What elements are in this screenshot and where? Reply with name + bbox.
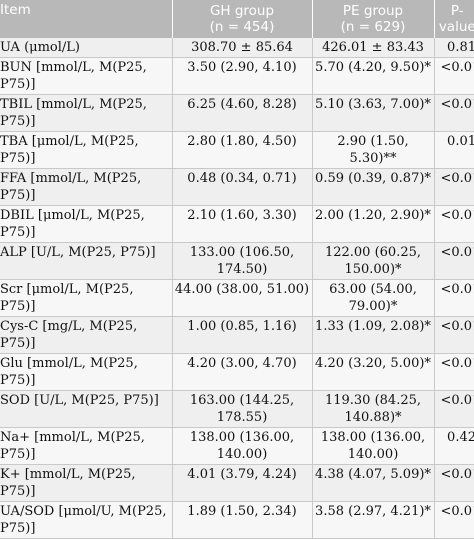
table-row: TBIL [mmol/L, M(P25, P75)] 6.25 (4.60, 8.… — [0, 94, 474, 132]
header-gh-n: (n = 454) — [209, 19, 275, 35]
row-gh-cell: 163.00 (144.25, 178.55) — [172, 390, 313, 428]
header-p-label2: value — [438, 19, 474, 35]
table-row: Na+ [mmol/L, M(P25, P75)] 138.00 (136.00,… — [0, 427, 474, 465]
row-gh-cell: 1.89 (1.50, 2.34) — [172, 501, 313, 539]
row-pe-cell: 63.00 (54.00, 79.00)* — [312, 279, 435, 317]
row-pe-cell: 119.30 (84.25, 140.88)* — [312, 390, 435, 428]
header-pe-group: PE group (n = 629) — [312, 0, 435, 38]
row-pe-cell: 0.59 (0.39, 0.87)* — [312, 168, 435, 206]
row-gh-cell: 2.10 (1.60, 3.30) — [172, 205, 313, 243]
table-row: Cys-C [mg/L, M(P25, P75)] 1.00 (0.85, 1.1… — [0, 316, 474, 354]
row-p-cell: 0.81 — [434, 38, 474, 58]
row-pe-cell: 3.58 (2.97, 4.21)* — [312, 501, 435, 539]
row-gh-cell: 1.00 (0.85, 1.16) — [172, 316, 313, 354]
row-pe-cell: 1.33 (1.09, 2.08)* — [312, 316, 435, 354]
row-item-cell: ALP [U/L, M(P25, P75)] — [0, 242, 173, 280]
row-gh-cell: 3.50 (2.90, 4.10) — [172, 57, 313, 95]
row-gh-cell: 0.48 (0.34, 0.71) — [172, 168, 313, 206]
row-item-cell: BUN [mmol/L, M(P25, P75)] — [0, 57, 173, 95]
row-item-cell: Glu [mmol/L, M(P25, P75)] — [0, 353, 173, 391]
row-pe-cell: 5.70 (4.20, 9.50)* — [312, 57, 435, 95]
row-p-cell: <0.01 — [434, 501, 474, 539]
row-item-cell: K+ [mmol/L, M(P25, P75)] — [0, 464, 173, 502]
row-p-cell: 0.42 — [434, 427, 474, 465]
row-p-cell: <0.01 — [434, 390, 474, 428]
table-row: Glu [mmol/L, M(P25, P75)] 4.20 (3.00, 4.7… — [0, 353, 474, 391]
table-header-row: Item GH group (n = 454) PE group (n = 62… — [0, 0, 474, 38]
row-item-cell: DBIL [μmol/L, M(P25, P75)] — [0, 205, 173, 243]
row-p-cell: 0.01 — [434, 131, 474, 169]
row-p-cell: <0.01 — [434, 279, 474, 317]
row-item-cell: SOD [U/L, M(P25, P75)] — [0, 390, 173, 428]
table-row: TBA [μmol/L, M(P25, P75)] 2.80 (1.80, 4.5… — [0, 131, 474, 169]
row-pe-cell: 4.20 (3.20, 5.00)* — [312, 353, 435, 391]
row-p-cell: <0.01 — [434, 353, 474, 391]
row-pe-cell: 138.00 (136.00, 140.00) — [312, 427, 435, 465]
row-p-cell: <0.01 — [434, 242, 474, 280]
row-p-cell: <0.01 — [434, 57, 474, 95]
table-body: UA (μmol/L) 308.70 ± 85.64 426.01 ± 83.43 0… — [0, 38, 474, 539]
row-p-cell: <0.01 — [434, 205, 474, 243]
row-pe-cell: 2.90 (1.50, 5.30)** — [312, 131, 435, 169]
header-item: Item — [0, 0, 173, 38]
row-gh-cell: 138.00 (136.00, 140.00) — [172, 427, 313, 465]
row-gh-cell: 308.70 ± 85.64 — [172, 38, 313, 58]
header-gh-label: GH group — [209, 3, 275, 19]
row-item-cell: TBA [μmol/L, M(P25, P75)] — [0, 131, 173, 169]
row-item-cell: TBIL [mmol/L, M(P25, P75)] — [0, 94, 173, 132]
table-row: UA/SOD [μmol/U, M(P25, P75)] 1.89 (1.50, … — [0, 501, 474, 539]
row-gh-cell: 4.01 (3.79, 4.24) — [172, 464, 313, 502]
table-row: BUN [mmol/L, M(P25, P75)] 3.50 (2.90, 4.1… — [0, 57, 474, 95]
row-item-cell: Scr [μmol/L, M(P25, P75)] — [0, 279, 173, 317]
row-pe-cell: 426.01 ± 83.43 — [312, 38, 435, 58]
row-gh-cell: 44.00 (38.00, 51.00) — [172, 279, 313, 317]
row-item-cell: Na+ [mmol/L, M(P25, P75)] — [0, 427, 173, 465]
row-item-cell: UA (μmol/L) — [0, 38, 173, 58]
row-gh-cell: 133.00 (106.50, 174.50) — [172, 242, 313, 280]
table-row: Scr [μmol/L, M(P25, P75)] 44.00 (38.00, 5… — [0, 279, 474, 317]
row-pe-cell: 4.38 (4.07, 5.09)* — [312, 464, 435, 502]
row-p-cell: <0.01 — [434, 94, 474, 132]
table-row: DBIL [μmol/L, M(P25, P75)] 2.10 (1.60, 3.… — [0, 205, 474, 243]
row-p-cell: <0.01 — [434, 464, 474, 502]
table-row: FFA [mmol/L, M(P25, P75)] 0.48 (0.34, 0.7… — [0, 168, 474, 206]
row-pe-cell: 5.10 (3.63, 7.00)* — [312, 94, 435, 132]
header-pe-n: (n = 629) — [340, 19, 406, 35]
table-row: UA (μmol/L) 308.70 ± 85.64 426.01 ± 83.43 0… — [0, 38, 474, 58]
row-pe-cell: 122.00 (60.25, 150.00)* — [312, 242, 435, 280]
row-gh-cell: 2.80 (1.80, 4.50) — [172, 131, 313, 169]
row-gh-cell: 6.25 (4.60, 8.28) — [172, 94, 313, 132]
row-item-cell: UA/SOD [μmol/U, M(P25, P75)] — [0, 501, 173, 539]
row-p-cell: <0.01 — [434, 316, 474, 354]
header-pe-label: PE group — [342, 3, 404, 19]
table-row: ALP [U/L, M(P25, P75)] 133.00 (106.50, 17… — [0, 242, 474, 280]
row-p-cell: <0.01 — [434, 168, 474, 206]
table-row: K+ [mmol/L, M(P25, P75)] 4.01 (3.79, 4.24… — [0, 464, 474, 502]
row-item-cell: FFA [mmol/L, M(P25, P75)] — [0, 168, 173, 206]
row-pe-cell: 2.00 (1.20, 2.90)* — [312, 205, 435, 243]
header-p-value: P- value — [434, 0, 474, 38]
row-gh-cell: 4.20 (3.00, 4.70) — [172, 353, 313, 391]
header-p-label: P- — [450, 3, 464, 19]
header-gh-group: GH group (n = 454) — [172, 0, 313, 38]
table-row: SOD [U/L, M(P25, P75)] 163.00 (144.25, 17… — [0, 390, 474, 428]
row-item-cell: Cys-C [mg/L, M(P25, P75)] — [0, 316, 173, 354]
